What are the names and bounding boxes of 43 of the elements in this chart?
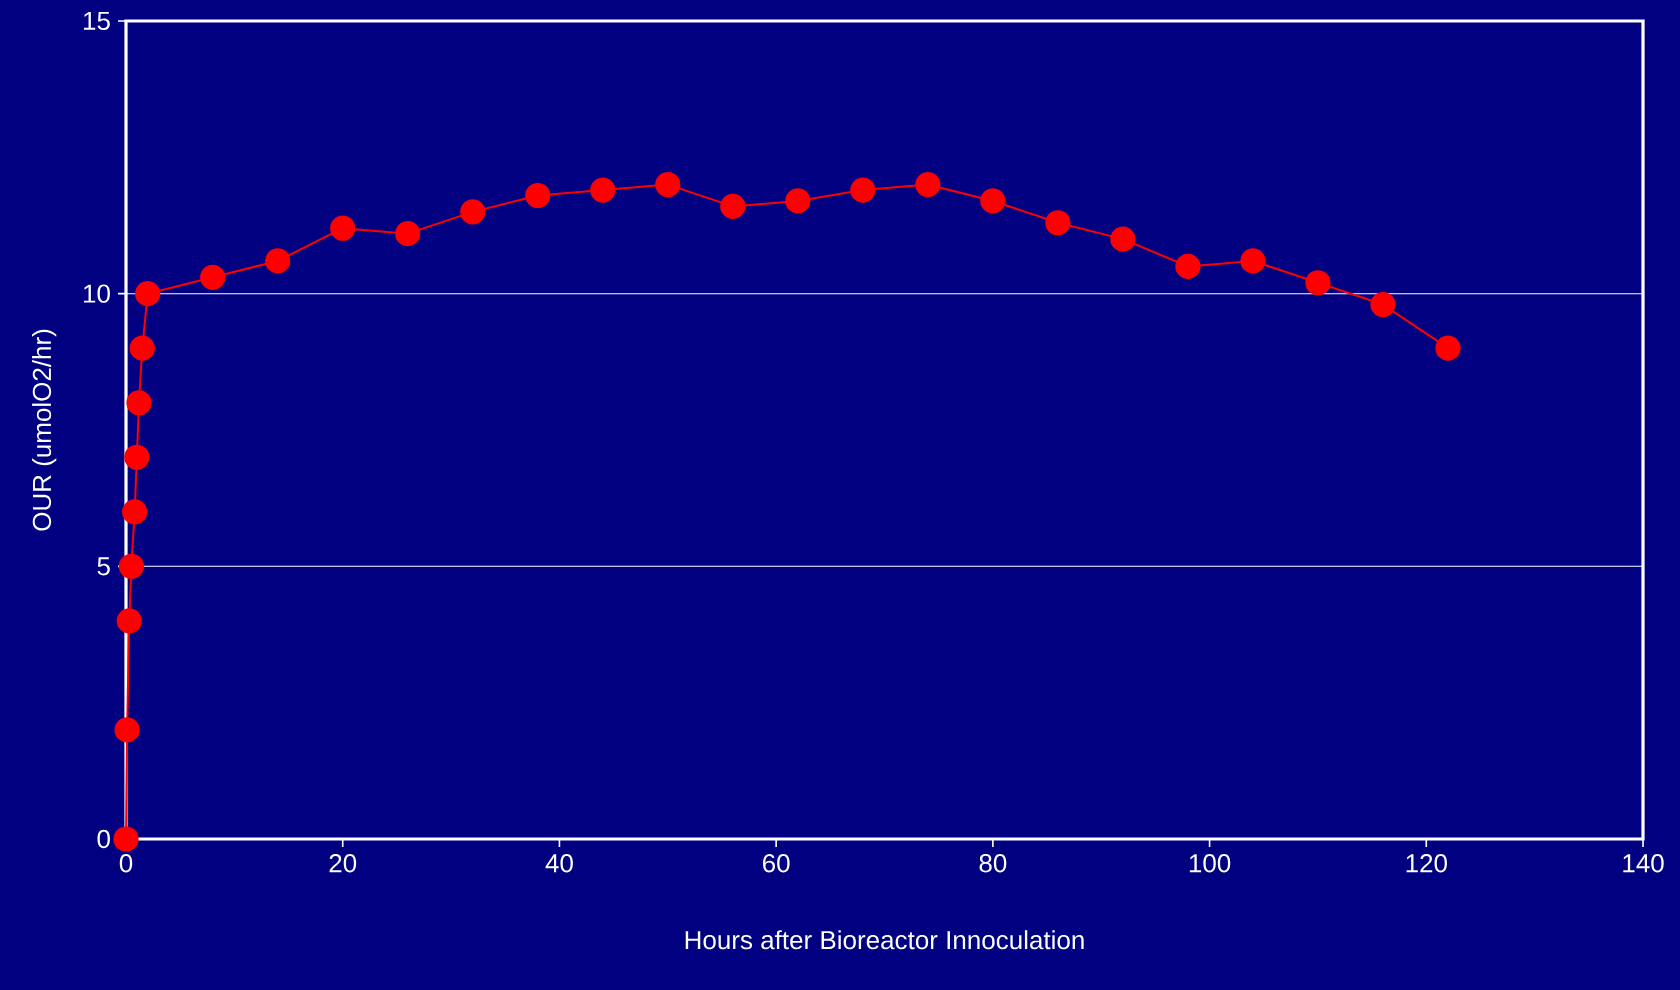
point [1305, 270, 1331, 296]
point [118, 553, 145, 579]
x-tick-label: 80 [979, 854, 1007, 873]
point [980, 188, 1006, 214]
point [113, 826, 139, 852]
point [785, 188, 811, 214]
x-tick-label: 100 [1189, 854, 1231, 873]
point [330, 215, 356, 241]
y-tick-label: 10 [83, 284, 110, 303]
x-tick-label: 120 [1406, 854, 1447, 873]
x-tick-label: 40 [545, 854, 573, 873]
x-tick-label: 60 [763, 854, 790, 873]
point [460, 199, 486, 225]
x-tick-label: 0 [119, 854, 133, 873]
point [1110, 226, 1136, 252]
point [1370, 291, 1396, 318]
y-axis-title: OUR (umolO2/hr) [32, 329, 57, 531]
point [590, 177, 616, 203]
point [124, 444, 150, 470]
point [122, 499, 148, 525]
y-tick-label: 15 [83, 11, 110, 31]
point [200, 264, 226, 290]
x-tick-label: 20 [329, 854, 357, 873]
point [395, 221, 421, 247]
x-axis-title: Hours after Bioreactor Innoculation [685, 930, 1084, 950]
point [126, 390, 152, 416]
point [129, 335, 155, 361]
x-tick-label: 140 [1623, 854, 1664, 873]
point [525, 182, 551, 209]
point [116, 608, 142, 634]
point [1175, 253, 1201, 279]
point [1240, 248, 1266, 274]
point [655, 171, 681, 198]
point [135, 281, 161, 307]
point [114, 717, 140, 743]
point [850, 177, 876, 203]
point [915, 171, 941, 198]
y-tick-label: 0 [97, 829, 110, 849]
point [720, 193, 746, 219]
point [1435, 335, 1461, 361]
y-tick-label: 5 [97, 557, 110, 576]
point [265, 248, 291, 274]
point [1045, 210, 1071, 236]
